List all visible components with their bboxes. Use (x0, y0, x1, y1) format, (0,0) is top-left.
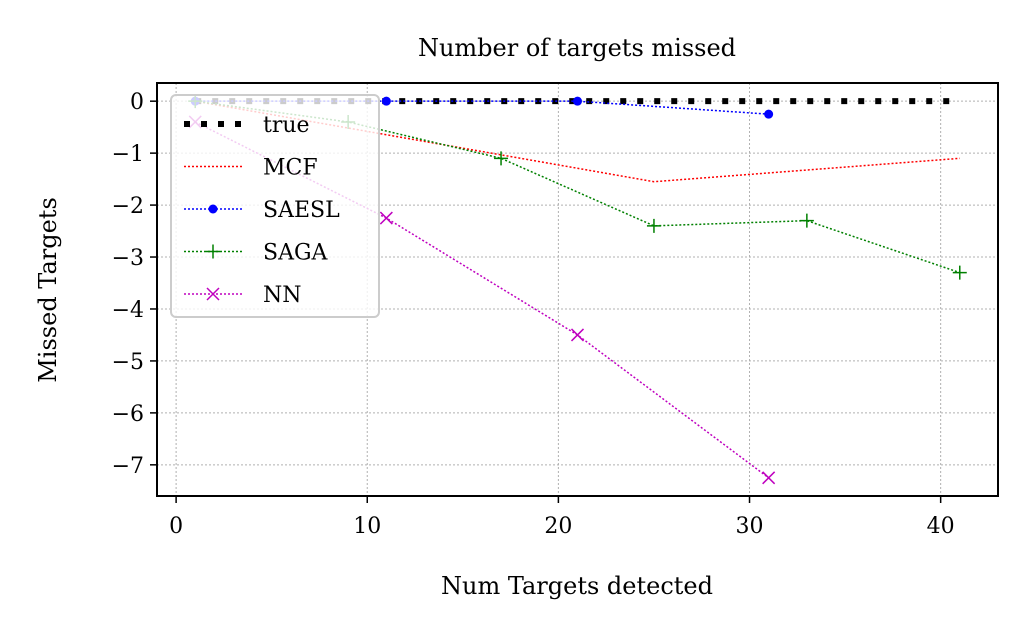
y-tick-label: −4 (112, 298, 144, 323)
y-tick-label: −2 (112, 194, 144, 219)
y-tick-label: −3 (112, 246, 144, 271)
chart-title: Number of targets missed (418, 34, 736, 62)
y-tick-label: −6 (112, 402, 144, 427)
data-point-saesl (764, 110, 773, 119)
legend-label: SAGA (263, 241, 329, 266)
data-point-saesl (573, 97, 582, 106)
legend-marker (209, 205, 218, 214)
chart-legend: true MCF SAESL SAGA NN (171, 95, 379, 317)
x-tick-label: 40 (927, 514, 955, 539)
data-point-saesl (382, 97, 391, 106)
y-tick-label: 0 (130, 90, 144, 115)
x-tick-label: 10 (353, 514, 381, 539)
legend-label: true (263, 113, 310, 138)
x-axis-title: Num Targets detected (441, 572, 713, 600)
legend-label: SAESL (263, 198, 340, 223)
y-tick-label: −5 (112, 350, 144, 375)
y-tick-label: −1 (112, 142, 144, 167)
y-tick-label: −7 (112, 454, 144, 479)
x-tick-label: 0 (169, 514, 183, 539)
legend-label: NN (263, 283, 302, 308)
x-tick-label: 30 (736, 514, 764, 539)
legend-label: MCF (263, 156, 318, 181)
x-tick-label: 20 (544, 514, 572, 539)
y-axis-title: Missed Targets (34, 197, 62, 383)
